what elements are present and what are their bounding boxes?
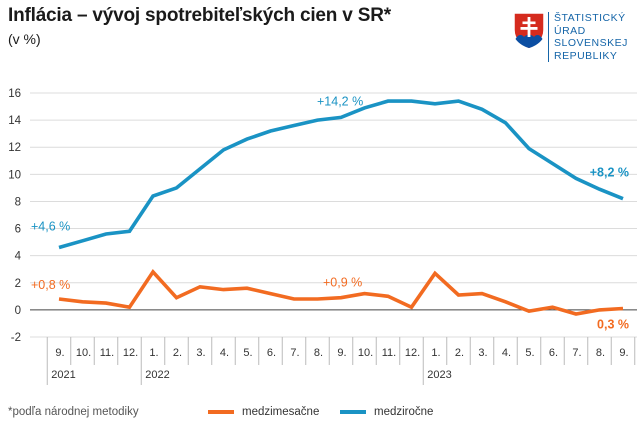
logo-text: ŠTATISTICKÝ ÚRAD SLOVENSKEJ REPUBLIKY xyxy=(554,12,628,62)
year-label: 2022 xyxy=(145,369,169,381)
x-tick-label: 9. xyxy=(337,347,346,359)
data-label-medzimesacne: +0,9 % xyxy=(323,276,362,290)
x-tick-label: 4. xyxy=(220,347,229,359)
chart-subtitle: (v %) xyxy=(8,31,41,47)
x-tick-label: 7. xyxy=(290,347,299,359)
y-tick-label: 0 xyxy=(15,305,21,317)
x-tick-label: 3. xyxy=(478,347,487,359)
x-tick-label: 12. xyxy=(123,347,138,359)
y-tick-label: 8 xyxy=(15,196,21,208)
y-tick-label: 6 xyxy=(15,224,21,236)
x-tick-label: 6. xyxy=(267,347,276,359)
x-tick-label: 11. xyxy=(100,347,114,359)
y-tick-label: 10 xyxy=(8,169,21,181)
x-tick-label: 5. xyxy=(525,347,534,359)
x-tick-label: 6. xyxy=(549,347,558,359)
series-layer xyxy=(58,99,624,316)
inflation-line-chart: -2 0 2 4 6 8 10 12 14 16 9. 10. 11. 12. 1. 2. 3. 4. 5. 6. 7.… xyxy=(8,88,637,385)
legend-label-medzirocne: medziročne xyxy=(374,406,434,418)
footnote: *podľa národnej metodiky xyxy=(8,406,139,418)
data-label-medzirocne: +8,2 % xyxy=(590,166,629,180)
x-tick-label: 2. xyxy=(455,347,464,359)
x-tick-label: 4. xyxy=(502,347,511,359)
x-tick-label: 10. xyxy=(358,347,373,359)
x-tick-label: 9. xyxy=(55,347,64,359)
x-tick-label: 11. xyxy=(382,347,396,359)
logo-line-1: ŠTATISTICKÝ xyxy=(554,12,626,24)
data-label-medzimesacne: 0,3 % xyxy=(597,318,629,332)
x-tick-label: 9. xyxy=(619,347,628,359)
x-tick-label: 10. xyxy=(76,347,91,359)
y-tick-label: 4 xyxy=(15,251,22,263)
legend-swatch-medzirocne xyxy=(340,410,366,414)
x-tick-label: 1. xyxy=(431,347,440,359)
slovak-coat-of-arms-icon xyxy=(513,12,545,50)
y-tick-label: -2 xyxy=(11,332,21,344)
grid-layer xyxy=(30,92,637,338)
legend-label-medzimesacne: medzimesačne xyxy=(242,406,320,418)
series-line-medzirocne xyxy=(58,99,624,250)
x-tick-label: 3. xyxy=(196,347,205,359)
logo-line-3: SLOVENSKEJ xyxy=(554,37,628,49)
axis-layer: -2 0 2 4 6 8 10 12 14 16 9. 10. 11. 12. 1. 2. 3. 4. 5. 6. 7.… xyxy=(8,88,636,385)
x-tick-label: 8. xyxy=(596,347,605,359)
data-label-medzirocne: +4,6 % xyxy=(31,220,70,234)
series-line-medzimesacne xyxy=(58,268,624,316)
y-tick-label: 16 xyxy=(8,88,21,100)
x-tick-label: 2. xyxy=(173,347,182,359)
legend-item-medzimesacne: medzimesačne xyxy=(208,406,319,418)
x-tick-label: 8. xyxy=(314,347,323,359)
x-tick-label: 12. xyxy=(405,347,420,359)
x-tick-label: 5. xyxy=(243,347,252,359)
x-tick-label: 7. xyxy=(572,347,581,359)
label-layer: +4,6 % +14,2 % +8,2 % +0,8 % +0,9 % 0,3 % xyxy=(31,94,629,331)
y-tick-label: 12 xyxy=(8,142,21,154)
logo-divider xyxy=(548,12,549,62)
logo-line-4: REPUBLIKY xyxy=(554,49,618,62)
x-tick-label: 1. xyxy=(149,347,158,359)
y-tick-label: 14 xyxy=(8,115,21,127)
legend-item-medzirocne: medziročne xyxy=(340,406,433,418)
year-label: 2023 xyxy=(427,369,451,381)
year-label: 2021 xyxy=(51,369,75,381)
y-tick-label: 2 xyxy=(15,278,21,290)
data-label-medzirocne: +14,2 % xyxy=(317,94,363,108)
legend-swatch-medzimesacne xyxy=(208,410,234,414)
data-label-medzimesacne: +0,8 % xyxy=(31,278,70,292)
statistical-office-logo: ŠTATISTICKÝ ÚRAD SLOVENSKEJ REPUBLIKY xyxy=(512,12,636,72)
chart-title: Inflácia – vývoj spotrebiteľských cien v… xyxy=(8,5,391,26)
logo-line-2: ÚRAD xyxy=(554,24,586,37)
